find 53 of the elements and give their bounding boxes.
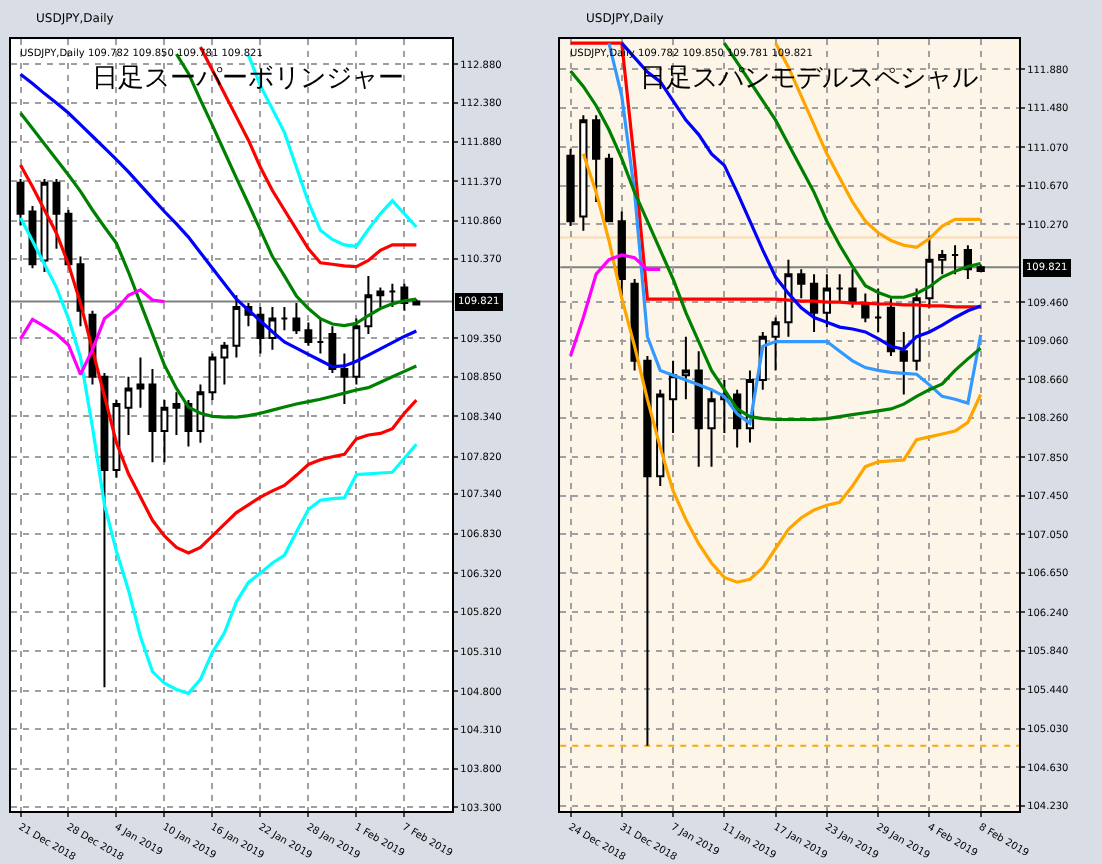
candlestick — [694, 350, 703, 468]
candlestick — [809, 273, 819, 333]
candlestick — [100, 371, 109, 689]
candlestick — [148, 368, 157, 464]
candlestick — [208, 352, 217, 402]
candlestick — [304, 321, 313, 347]
candlestick — [292, 302, 301, 336]
line-series — [18, 288, 167, 377]
line-series — [18, 111, 418, 419]
candlestick — [172, 391, 181, 436]
candlestick — [52, 177, 61, 250]
candlestick — [681, 335, 691, 401]
candlestick — [874, 287, 883, 333]
candlestick — [771, 316, 780, 372]
candlestick — [340, 352, 349, 405]
candlestick — [797, 268, 806, 300]
line-series — [18, 163, 418, 555]
candlestick — [316, 317, 325, 355]
candlestick — [899, 330, 908, 396]
candlestick — [592, 114, 601, 203]
line-series — [18, 216, 418, 695]
candlestick — [124, 375, 133, 436]
candlestick — [668, 359, 678, 434]
candlestick — [160, 399, 169, 464]
candlestick — [328, 325, 337, 374]
candlestick — [643, 354, 652, 747]
candlestick — [364, 274, 373, 336]
line-series — [774, 41, 983, 249]
line-series — [722, 41, 983, 299]
candlestick — [617, 210, 626, 300]
candlestick — [232, 294, 241, 359]
line-series — [174, 52, 418, 328]
line-series — [581, 152, 983, 584]
candlestick — [925, 234, 934, 309]
candlestick — [388, 282, 397, 308]
candlestick — [835, 273, 844, 305]
candlestick — [376, 286, 385, 308]
candlestick — [950, 244, 960, 276]
candlestick — [566, 148, 575, 228]
line-series — [568, 41, 983, 309]
candlestick — [938, 249, 947, 276]
line-series — [568, 69, 983, 422]
candlestick — [604, 152, 614, 223]
candlestick — [16, 177, 25, 227]
line-series — [568, 253, 662, 358]
candlestick — [707, 388, 716, 468]
candlestick — [848, 268, 857, 309]
candlestick — [579, 114, 588, 232]
candlestick — [280, 305, 289, 332]
candlestick — [220, 340, 229, 386]
candlestick — [352, 317, 361, 386]
candlestick — [136, 356, 145, 409]
line-series — [246, 53, 418, 249]
